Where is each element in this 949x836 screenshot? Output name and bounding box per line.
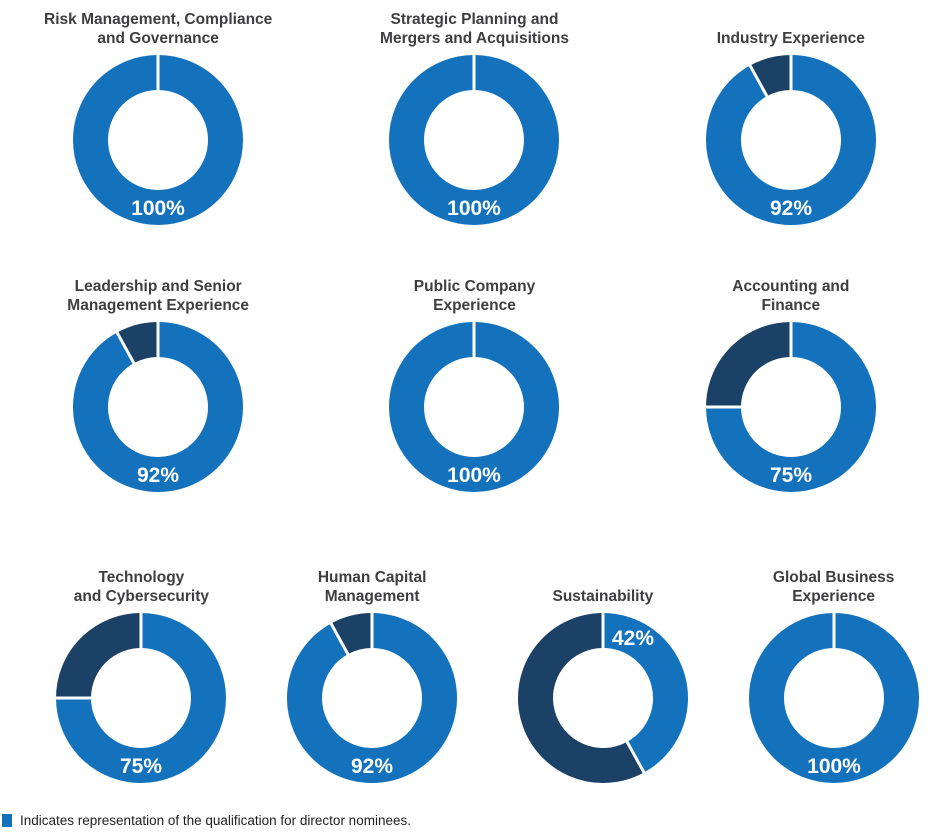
chart-title: Accounting and Finance	[732, 277, 850, 315]
donut-segment-primary	[705, 322, 876, 492]
chart-title: Strategic Planning and Mergers and Acqui…	[380, 10, 569, 48]
segment-divider	[747, 63, 770, 99]
donut-segment-primary	[389, 55, 560, 225]
donut-row-3: Technology and Cybersecurity 75% Human C…	[0, 563, 949, 786]
chart-title: Technology and Cybersecurity	[73, 568, 209, 606]
donut-segment-remainder	[56, 613, 143, 699]
donut-svg: 75%	[54, 611, 227, 783]
donut-segment-remainder	[117, 322, 160, 364]
donut-segment-primary	[73, 322, 244, 492]
percentage-label: 75%	[770, 464, 812, 487]
donut-ring: 100%	[386, 52, 562, 228]
donut-svg: 100%	[389, 53, 560, 225]
donut-chart: Human Capital Management 92%	[257, 563, 488, 786]
donut-ring: 100%	[746, 610, 922, 786]
legend-label: Indicates representation of the qualific…	[20, 813, 411, 828]
donut-ring: 100%	[386, 319, 562, 495]
donut-segment-primary	[748, 613, 919, 783]
donut-row-1: Risk Management, Compliance and Governan…	[0, 5, 949, 228]
donut-segment-primary	[389, 322, 560, 492]
donut-ring: 42%	[515, 610, 691, 786]
segment-divider	[329, 621, 351, 657]
donut-chart: Global Business Experience 100%	[718, 563, 949, 786]
percentage-label: 42%	[612, 627, 654, 650]
donut-chart: Risk Management, Compliance and Governan…	[0, 5, 316, 228]
donut-segment-remainder	[705, 322, 792, 408]
donut-svg: 75%	[704, 320, 876, 492]
segment-divider	[115, 330, 137, 366]
donut-ring: 92%	[703, 52, 879, 228]
donut-chart: Sustainability 42%	[488, 563, 719, 786]
percentage-label: 92%	[770, 197, 812, 220]
percentage-label: 92%	[137, 464, 179, 487]
donut-segment-primary	[705, 55, 876, 225]
chart-title: Human Capital Management	[317, 568, 427, 606]
donut-segment-primary	[56, 613, 227, 783]
donut-ring: 92%	[70, 319, 246, 495]
donut-chart: Strategic Planning and Mergers and Acqui…	[316, 5, 632, 228]
donut-svg: 42%	[517, 611, 688, 783]
chart-title: Sustainability	[552, 588, 654, 606]
segment-divider	[624, 739, 646, 775]
chart-title: Leadership and Senior Management Experie…	[67, 277, 250, 315]
donut-svg: 92%	[705, 53, 876, 225]
donut-segment-remainder	[517, 613, 644, 783]
donut-ring: 75%	[703, 319, 879, 495]
donut-ring: 75%	[53, 610, 229, 786]
legend-swatch-icon	[2, 814, 12, 827]
chart-title: Industry Experience	[716, 30, 865, 48]
donut-svg: 100%	[73, 53, 244, 225]
donut-svg: 92%	[287, 611, 458, 783]
chart-title: Risk Management, Compliance and Governan…	[44, 10, 273, 48]
donut-ring: 100%	[70, 52, 246, 228]
donut-chart: Technology and Cybersecurity 75%	[26, 563, 257, 786]
legend: Indicates representation of the qualific…	[2, 813, 411, 828]
percentage-label: 100%	[807, 755, 861, 778]
percentage-label: 92%	[351, 755, 393, 778]
donut-chart: Public Company Experience 100%	[316, 272, 632, 495]
chart-title: Global Business Experience	[772, 568, 895, 606]
percentage-label: 100%	[448, 197, 502, 220]
donut-segment-primary	[73, 55, 244, 225]
donut-segment-primary	[287, 613, 458, 783]
donut-segment-primary	[602, 613, 688, 773]
donut-chart: Accounting and Finance 75%	[633, 272, 949, 495]
donut-chart: Leadership and Senior Management Experie…	[0, 272, 316, 495]
donut-svg: 100%	[748, 611, 919, 783]
chart-title: Public Company Experience	[413, 277, 536, 315]
donut-segment-remainder	[749, 55, 792, 97]
percentage-label: 75%	[120, 755, 162, 778]
donut-row-2: Leadership and Senior Management Experie…	[0, 272, 949, 495]
donut-svg: 92%	[73, 320, 244, 492]
percentage-label: 100%	[131, 197, 185, 220]
donut-segment-remainder	[331, 613, 373, 655]
donut-svg: 100%	[389, 320, 560, 492]
percentage-label: 100%	[448, 464, 502, 487]
donut-ring: 92%	[284, 610, 460, 786]
donut-chart: Industry Experience 92%	[633, 5, 949, 228]
